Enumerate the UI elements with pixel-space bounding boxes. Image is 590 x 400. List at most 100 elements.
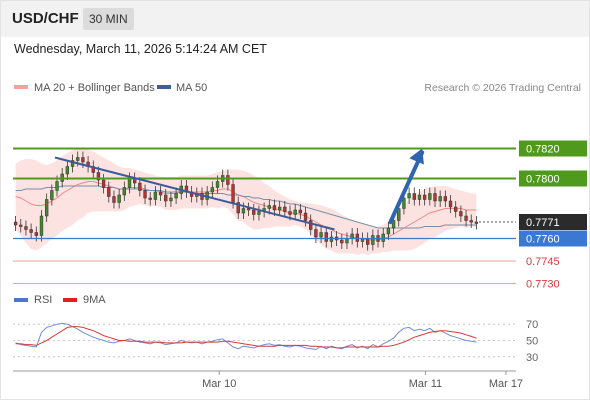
candle (329, 231, 334, 248)
candle (438, 190, 442, 207)
candle (443, 190, 448, 207)
candle (319, 226, 323, 243)
price-level-label: 0.7771 (526, 217, 560, 229)
price-level-label: 0.7730 (526, 279, 560, 291)
candle (309, 214, 313, 236)
candle (148, 192, 152, 206)
candle (293, 204, 297, 221)
legend-swatch-rsi-ma (63, 298, 77, 302)
projection-arrow-head (409, 148, 424, 165)
price-level: 0.7760 (13, 230, 587, 247)
candle (459, 205, 463, 222)
candle (70, 154, 75, 173)
trendline (54, 156, 335, 231)
candle (371, 229, 375, 251)
candle (303, 207, 308, 227)
rsi-tick-label: 50 (526, 336, 538, 348)
ma50-line (15, 185, 477, 229)
price-level: 0.7820 (13, 140, 587, 157)
candle (407, 187, 411, 204)
chart-datetime: Wednesday, March 11, 2026 5:14:24 AM CET (14, 42, 267, 56)
bollinger-band-fill (15, 148, 477, 255)
candle (314, 223, 318, 243)
candle (210, 181, 215, 198)
price-level: 0.7730 (13, 279, 560, 291)
legend-label-ma20: MA 20 + Bollinger Bands (34, 82, 155, 94)
x-axis-label: Mar 17 (489, 378, 523, 390)
candle (417, 189, 422, 206)
candle (153, 186, 158, 206)
legend-label-ma50: MA 50 (176, 82, 207, 94)
candle (386, 222, 391, 240)
legend-swatch-ma50 (157, 85, 171, 89)
candle (226, 169, 230, 191)
candle (174, 187, 178, 204)
candle (112, 190, 116, 209)
rsi-tick-label: 30 (526, 352, 538, 364)
moving-averages (15, 181, 477, 241)
chart-legend: MA 20 + Bollinger Bands MA 50 Research ©… (14, 82, 581, 94)
price-level-label: 0.7760 (526, 234, 560, 246)
candle (236, 196, 240, 219)
price-level: 0.7745 (13, 256, 560, 268)
price-level-box (519, 170, 587, 187)
candle (283, 201, 287, 218)
price-level-box (519, 214, 587, 230)
candle (464, 210, 468, 227)
candle (340, 234, 344, 249)
chart-header: USD/CHF 30 MIN (1, 1, 589, 37)
price-level: 0.7771 (471, 214, 587, 230)
candle (454, 201, 458, 218)
symbol-label: USD/CHF (12, 10, 79, 27)
rsi-ma-line (15, 326, 477, 349)
price-levels: 0.7820 0.7800 0.7771 0.7760 0.7745 0.7730 (13, 140, 587, 291)
candle (448, 195, 453, 213)
annotations (54, 148, 425, 231)
candle (412, 187, 416, 206)
rsi-panel: 70 50 30 (13, 319, 538, 364)
price-level-label: 0.7820 (526, 144, 560, 156)
candle (39, 210, 44, 242)
timeframe-badge[interactable]: 30 MIN (83, 8, 134, 30)
x-axis: Mar 10 Mar 11 Mar 17 (13, 370, 523, 390)
candle (65, 160, 70, 180)
candle (19, 219, 23, 233)
candle (324, 226, 328, 248)
candle (252, 204, 256, 221)
candle (24, 220, 28, 236)
x-axis-label: Mar 11 (409, 378, 442, 390)
projection-arrow (388, 150, 425, 224)
candle (117, 189, 121, 209)
candle (169, 192, 173, 207)
rsi-line (15, 322, 477, 351)
candle (122, 181, 126, 201)
legend-label-rsi: RSI (34, 294, 52, 306)
legend-swatch-ma20 (14, 85, 28, 89)
legend-credit: Research © 2026 Trading Central (424, 82, 581, 94)
candle (44, 193, 49, 222)
candle (422, 189, 427, 206)
candle (50, 184, 54, 206)
candle (298, 204, 303, 219)
candle (355, 228, 359, 248)
price-level-label: 0.7745 (526, 256, 560, 268)
candle (277, 201, 282, 216)
x-axis-label: Mar 10 (202, 378, 236, 390)
candle (433, 187, 437, 207)
candle (13, 216, 18, 231)
candle (29, 223, 33, 239)
bollinger-bands (15, 148, 477, 255)
candle (96, 166, 101, 186)
candle (246, 202, 251, 216)
ma20-line (15, 181, 477, 241)
price-level-box (519, 230, 587, 247)
candle (428, 187, 432, 206)
candle (101, 174, 106, 194)
candle (107, 181, 111, 203)
price-level: 0.7800 (13, 170, 587, 187)
candle (381, 228, 385, 248)
candle (143, 184, 147, 204)
candle (158, 186, 163, 201)
